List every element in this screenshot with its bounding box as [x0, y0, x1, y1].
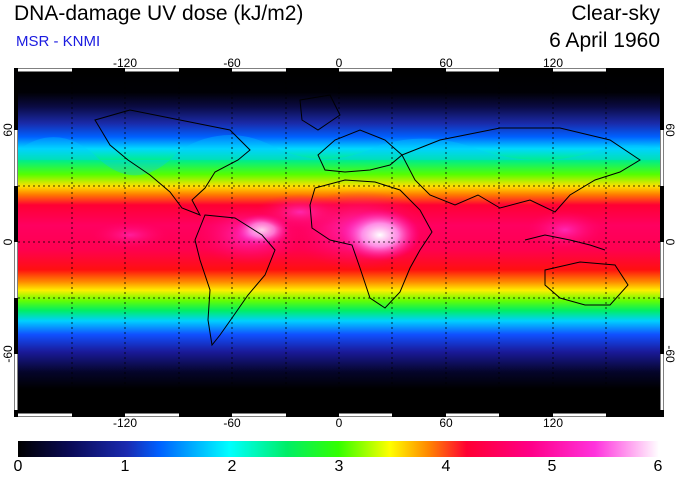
lon-label-top: -120: [112, 56, 138, 70]
map-title: DNA-damage UV dose (kJ/m2): [14, 2, 304, 25]
lon-label-top: 0: [335, 56, 343, 70]
source-label: MSR - KNMI: [16, 33, 101, 50]
africa-peak: [340, 209, 420, 261]
sky-condition-label: Clear-sky: [571, 2, 660, 25]
lat-label-left: 0: [1, 238, 15, 246]
colorbar-tick: 5: [547, 458, 557, 475]
lat-label-right: -60: [663, 345, 677, 363]
lon-label-bottom: -120: [112, 416, 138, 430]
grid-lines: [18, 72, 660, 413]
lon-label-top: -60: [223, 56, 241, 70]
lon-label-bottom: 0: [335, 416, 343, 430]
lon-label-top: 120: [542, 56, 564, 70]
lon-label-bottom: 60: [439, 416, 453, 430]
colorbar-tick: 1: [120, 458, 130, 475]
frame-ticks: [14, 68, 664, 417]
colorbar: [18, 441, 659, 457]
lat-label-left: -60: [1, 345, 15, 363]
date-label: 6 April 1960: [549, 29, 660, 52]
colorbar-tick: 3: [334, 458, 344, 475]
lat-label-right: 0: [663, 238, 677, 246]
colorbar-tick: 2: [227, 458, 237, 475]
lon-label-top: 60: [439, 56, 453, 70]
colorbar-tick: 4: [441, 458, 451, 475]
lon-label-bottom: 120: [542, 416, 564, 430]
colorbar-tick: 6: [653, 458, 663, 475]
colorbar-tick: 0: [13, 458, 23, 475]
lat-label-right: 60: [663, 123, 677, 137]
lat-label-left: 60: [1, 123, 15, 137]
coastlines: [94, 94, 641, 347]
lon-label-bottom: -60: [223, 416, 241, 430]
